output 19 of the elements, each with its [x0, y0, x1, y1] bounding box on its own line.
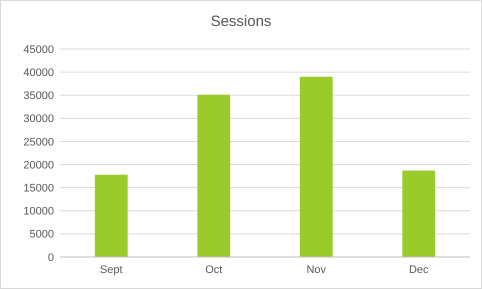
bar: [402, 170, 436, 257]
y-tick-label: 0: [48, 252, 54, 264]
y-tick-label: 25000: [23, 136, 54, 148]
bar: [300, 76, 333, 257]
y-tick-label: 35000: [23, 90, 54, 102]
y-tick-label: 45000: [23, 44, 54, 56]
chart-title: Sessions: [210, 13, 272, 30]
y-tick-label: 5000: [30, 228, 54, 241]
x-tick-label: Nov: [306, 264, 327, 276]
x-tick-label: Oct: [205, 264, 222, 276]
y-tick-label: 10000: [23, 206, 54, 218]
bar: [197, 94, 230, 257]
x-tick-label: Sept: [100, 264, 123, 276]
bar: [94, 174, 128, 257]
x-tick-label: Dec: [408, 264, 430, 276]
y-tick-label: 40000: [23, 66, 54, 79]
y-tick-label: 15000: [23, 182, 54, 195]
y-tick-label: 20000: [23, 159, 54, 172]
y-tick-label: 30000: [23, 113, 54, 126]
